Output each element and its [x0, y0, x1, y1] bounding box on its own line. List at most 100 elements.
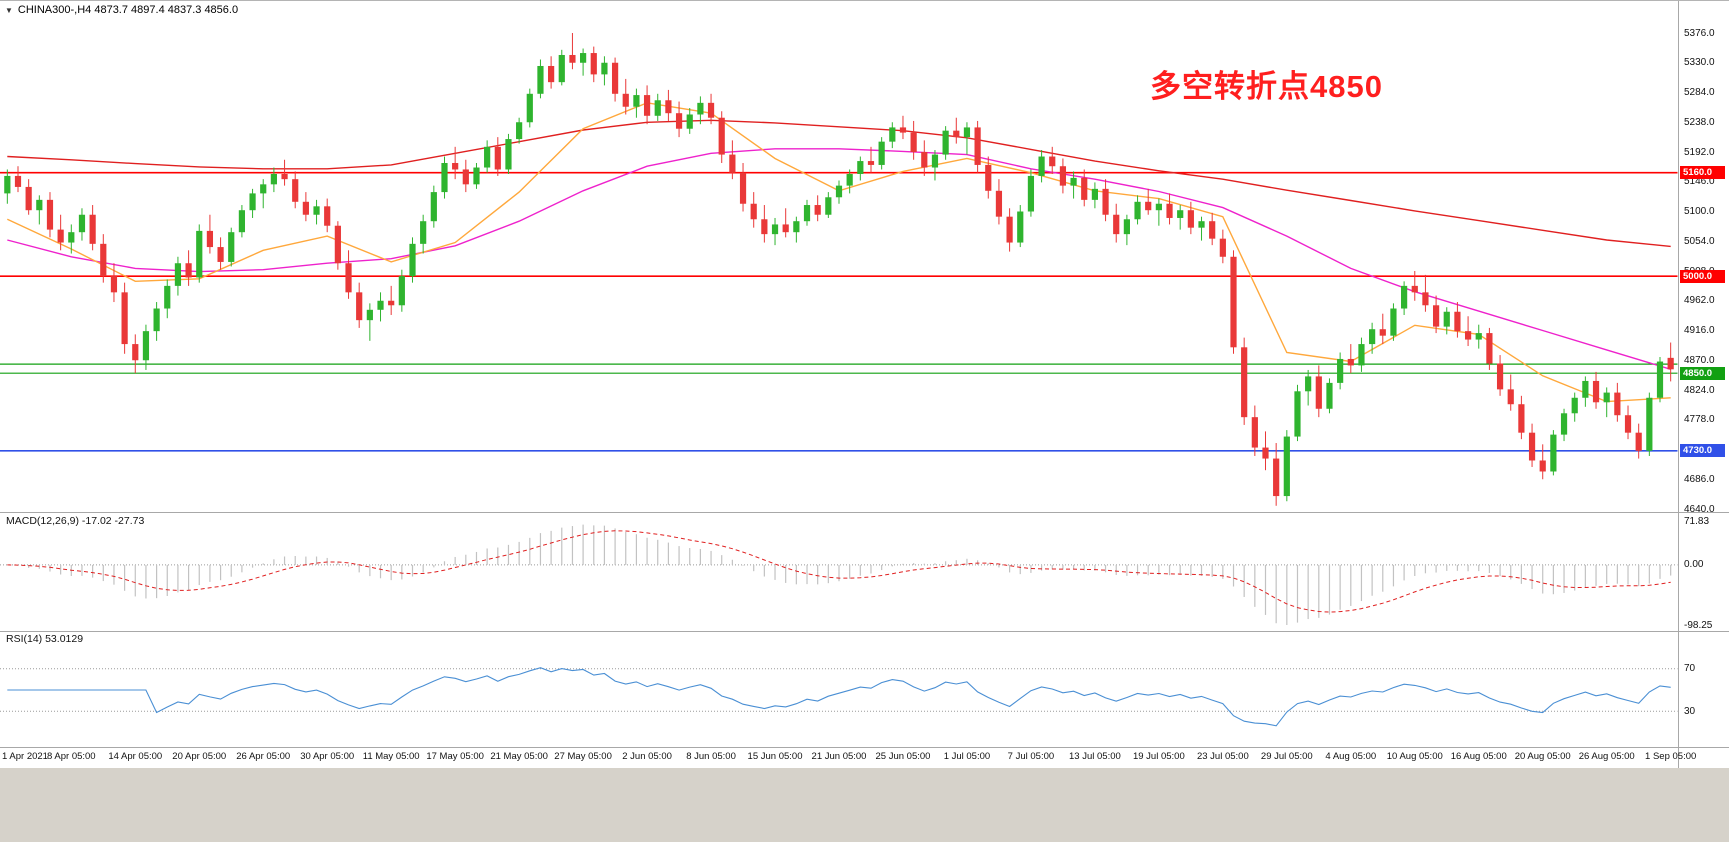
price-tick-label: 4916.0	[1684, 325, 1715, 336]
macd-axis-label: 71.83	[1684, 515, 1710, 527]
candle	[4, 175, 11, 194]
candle	[1464, 331, 1472, 340]
window-bottom-strip	[0, 768, 1729, 842]
candle	[452, 162, 459, 170]
price-tick-label: 5146.0	[1684, 176, 1715, 188]
candle	[889, 127, 896, 142]
candle	[633, 95, 640, 107]
candle	[1049, 156, 1056, 167]
candle	[1560, 413, 1568, 435]
candle	[1070, 177, 1077, 186]
candle	[377, 300, 384, 310]
candle	[1667, 357, 1674, 370]
date-label: 21 Jun 05:00	[811, 751, 867, 762]
rsi-axis-label: 30	[1684, 705, 1696, 717]
candle	[292, 179, 299, 202]
macd-label: MACD(12,26,9) -17.02 -27.73	[6, 515, 145, 527]
candle	[558, 54, 565, 83]
candle	[611, 62, 619, 94]
candle	[441, 162, 448, 193]
candle	[484, 146, 491, 168]
macd-histogram	[17, 524, 1672, 625]
macd-signal-line	[7, 530, 1671, 613]
candle	[1177, 210, 1184, 218]
candle	[68, 232, 75, 243]
candle	[665, 100, 672, 114]
date-label: 8 Jun 05:00	[686, 751, 736, 762]
candle	[1571, 397, 1578, 414]
candle	[1081, 177, 1088, 200]
candle	[537, 65, 544, 94]
date-label: 10 Aug 05:00	[1386, 751, 1443, 762]
candle	[1539, 460, 1546, 472]
candle	[1198, 221, 1205, 228]
date-label: 8 Apr 05:00	[46, 751, 96, 762]
candle	[334, 225, 341, 264]
symbol-ohlc-label: CHINA300-,H4 4873.7 4897.4 4837.3 4856.0	[17, 4, 239, 16]
candle	[1273, 458, 1280, 497]
candle	[963, 127, 971, 138]
candle	[516, 122, 523, 140]
candle	[1401, 285, 1408, 309]
date-label: 21 May 05:00	[490, 751, 548, 762]
candle	[494, 146, 501, 170]
candle	[718, 117, 725, 155]
candle	[835, 185, 843, 198]
level-price-tag: 5160.0	[1680, 166, 1725, 180]
candle	[174, 263, 182, 286]
candle	[846, 173, 853, 186]
candle	[1209, 221, 1216, 239]
price-tick-label: 5376.0	[1684, 27, 1715, 39]
candle	[1454, 311, 1461, 332]
date-label: 1 Sep 05:00	[1645, 751, 1697, 762]
candle	[409, 243, 416, 277]
candle	[910, 132, 917, 152]
date-label: 20 Aug 05:00	[1514, 751, 1571, 762]
price-tick-label: 4640.0	[1684, 503, 1715, 515]
candle	[260, 184, 267, 194]
price-tick-label: 4824.0	[1684, 384, 1715, 396]
candle	[25, 186, 32, 211]
chart-header: ▼ CHINA300-,H4 4873.7 4897.4 4837.3 4856…	[5, 4, 238, 16]
level-price-tag: 5000.0	[1680, 269, 1725, 283]
candle	[324, 206, 331, 226]
candle	[1496, 363, 1504, 390]
price-tick-label: 4962.0	[1684, 295, 1715, 307]
price-tick-label: 5054.0	[1684, 235, 1715, 247]
date-label: 14 Apr 05:00	[108, 751, 163, 762]
candle	[313, 206, 320, 215]
candle	[1017, 211, 1024, 243]
candle	[580, 53, 587, 63]
candle	[974, 127, 981, 165]
price-tick-label: 5284.0	[1684, 87, 1715, 98]
candle	[1656, 361, 1664, 398]
candle	[1251, 417, 1258, 448]
price-tick-label: 5330.0	[1684, 57, 1715, 69]
date-label: 2 Jun 05:00	[622, 751, 672, 762]
rsi-label: RSI(14) 53.0129	[6, 633, 84, 645]
candle	[1443, 311, 1450, 327]
candle	[185, 263, 192, 278]
candle	[46, 199, 54, 230]
candle	[803, 205, 811, 222]
candle	[132, 344, 139, 361]
candle	[953, 130, 960, 138]
candle	[1624, 415, 1632, 433]
candle	[1475, 333, 1482, 340]
candle	[590, 53, 597, 75]
symbol-dropdown-icon[interactable]: ▼	[5, 5, 13, 15]
candle	[857, 161, 864, 174]
price-tick-label: 4778.0	[1684, 414, 1715, 426]
candle	[1113, 214, 1120, 235]
candle	[1592, 380, 1600, 403]
candle	[1528, 432, 1536, 461]
candle	[302, 201, 309, 215]
candle	[196, 230, 203, 278]
annotation-text[interactable]: 多空转折点4850	[1150, 69, 1383, 104]
candle	[1550, 434, 1557, 472]
price-tick-label: 5238.0	[1684, 116, 1715, 128]
